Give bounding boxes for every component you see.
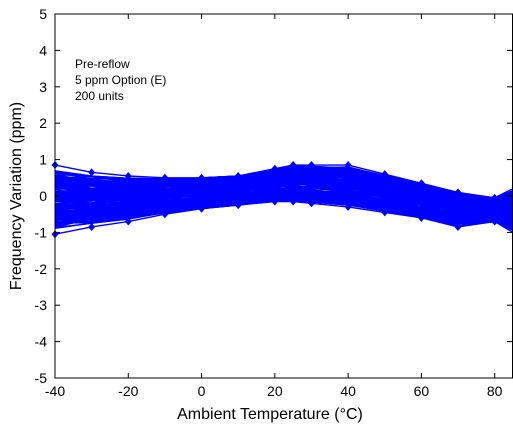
y-tick-label: -3 xyxy=(35,297,48,313)
unit-line xyxy=(54,187,513,218)
data-point-marker xyxy=(161,210,169,219)
unit-line xyxy=(54,188,513,221)
x-axis-label: Ambient Temperature (°C) xyxy=(177,406,363,423)
y-tick-label: 5 xyxy=(39,6,47,22)
x-tick-label: 40 xyxy=(340,383,356,399)
data-point-marker xyxy=(234,171,242,180)
data-point-marker xyxy=(289,161,297,170)
data-point-marker xyxy=(454,188,462,197)
y-tick-label: -4 xyxy=(35,334,48,350)
unit-line xyxy=(54,172,513,203)
unit-line xyxy=(54,167,513,201)
x-tick-label: 0 xyxy=(198,383,206,399)
data-point-marker xyxy=(124,217,132,226)
data-point-marker xyxy=(381,170,389,179)
x-tick-label: 20 xyxy=(267,383,283,399)
y-tick-label: 3 xyxy=(39,79,47,95)
y-tick-label: -1 xyxy=(35,224,48,240)
annotation-line-1: Pre-reflow xyxy=(75,57,130,71)
x-tick-label: 60 xyxy=(414,383,430,399)
data-point-marker xyxy=(88,222,96,231)
unit-line xyxy=(54,180,513,208)
data-point-marker xyxy=(454,222,462,231)
data-point-marker xyxy=(344,161,352,170)
unit-line xyxy=(54,188,513,219)
data-point-marker xyxy=(88,168,96,177)
data-point-marker xyxy=(307,161,315,170)
unit-line xyxy=(54,181,513,214)
annotation-block: Pre-reflow 5 ppm Option (E) 200 units xyxy=(75,57,166,103)
x-tick-label: -40 xyxy=(45,383,65,399)
y-tick-label: 0 xyxy=(39,188,47,204)
y-axis-label: Frequency Variation (ppm) xyxy=(8,102,25,290)
annotation-line-2: 5 ppm Option (E) xyxy=(75,73,166,87)
axis-ticks: -40 -20 0 20 40 60 80 -5 -4 -3 -2 -1 0 1 2 3 4 5 xyxy=(35,6,512,399)
y-tick-label: 1 xyxy=(39,152,47,168)
data-point-marker xyxy=(271,197,279,206)
data-point-marker xyxy=(381,208,389,217)
data-point-marker xyxy=(344,202,352,211)
y-tick-label: -5 xyxy=(35,370,48,386)
data-point-marker xyxy=(198,173,206,182)
data-point-marker xyxy=(491,217,499,226)
data-point-marker xyxy=(491,193,499,202)
unit-line xyxy=(54,165,513,201)
data-point-marker xyxy=(271,164,279,173)
x-tick-label: -20 xyxy=(118,383,138,399)
data-point-marker xyxy=(234,201,242,210)
y-tick-label: -2 xyxy=(35,261,48,277)
unit-line xyxy=(54,176,513,206)
data-point-marker xyxy=(289,197,297,206)
annotation-line-3: 200 units xyxy=(75,89,124,103)
data-point-marker xyxy=(307,199,315,208)
data-point-marker xyxy=(417,179,425,188)
y-tick-label: 2 xyxy=(39,115,47,131)
unit-line xyxy=(54,194,513,225)
data-point-marker xyxy=(417,213,425,222)
x-tick-label: 80 xyxy=(487,383,503,399)
unit-line xyxy=(54,196,513,227)
data-point-marker xyxy=(198,204,206,213)
unit-line xyxy=(54,169,513,203)
unit-line xyxy=(54,179,513,212)
data-point-marker xyxy=(161,173,169,182)
y-tick-label: 4 xyxy=(39,42,47,58)
unit-lines xyxy=(51,161,513,239)
data-point-marker xyxy=(124,171,132,180)
